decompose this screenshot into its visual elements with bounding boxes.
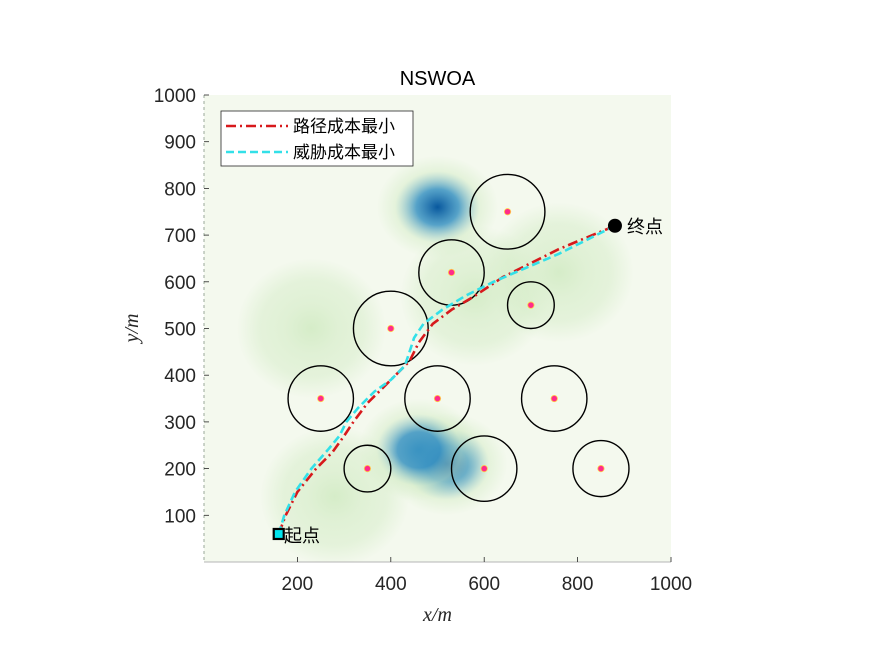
threat-field (204, 95, 671, 562)
markers (272, 218, 622, 541)
legend-box (220, 110, 414, 167)
threat-circle (287, 365, 355, 432)
legend-label-path-cost: 路径成本最小 (293, 117, 395, 137)
axes: 200 400 600 800 1000 100 200 300 400 500 600 700 800… (154, 86, 692, 595)
x-axis-label: x/m (422, 604, 452, 626)
threat-circle (572, 439, 630, 498)
y-tick-label: 900 (164, 133, 196, 154)
y-axis-label: y/m (121, 314, 143, 345)
threat-circle (469, 173, 546, 250)
threat-center (317, 394, 325, 403)
y-tick-label: 800 (164, 179, 196, 200)
x-tick-label: 1000 (650, 574, 692, 595)
field-peak (236, 258, 387, 399)
y-tick-label: 300 (164, 413, 196, 434)
threat-circle (352, 290, 429, 367)
threat-center (447, 268, 456, 277)
y-tick-label: 100 (164, 506, 196, 527)
y-tick-label: 700 (164, 226, 196, 247)
threat-center (597, 464, 605, 473)
threat-circle (520, 365, 588, 432)
threat-center (503, 208, 512, 216)
x-tick-label: 200 (282, 574, 314, 595)
threat-circle (506, 281, 555, 330)
threat-cost-line (277, 224, 616, 535)
threat-center (480, 464, 488, 473)
x-tick-label: 400 (375, 574, 407, 595)
start-marker (272, 527, 285, 541)
threat-center (433, 394, 442, 403)
threat-circle (450, 435, 518, 502)
y-tick-label: 600 (164, 273, 196, 294)
start-label: 起点 (284, 526, 320, 547)
threat-zones (287, 173, 630, 502)
x-tick-label: 800 (562, 574, 594, 595)
goal-label: 终点 (627, 217, 663, 238)
y-tick-label: 500 (164, 320, 196, 341)
legend: 路径成本最小 威胁成本最小 (220, 110, 414, 167)
legend-label-threat-cost: 威胁成本最小 (293, 143, 395, 163)
field-peak (260, 426, 410, 562)
paths (277, 224, 616, 535)
threat-center (527, 301, 535, 309)
y-tick-label: 400 (164, 366, 196, 387)
chart-title: NSWOA (400, 68, 476, 90)
threat-circle (404, 365, 471, 432)
y-tick-label: 200 (164, 460, 196, 481)
goal-marker (607, 218, 622, 233)
threat-center (387, 324, 395, 333)
threat-circle (343, 444, 392, 493)
y-tick-label: 1000 (154, 86, 196, 107)
x-tick-label: 600 (468, 574, 500, 595)
threat-center (363, 464, 372, 473)
threat-center (550, 394, 558, 403)
